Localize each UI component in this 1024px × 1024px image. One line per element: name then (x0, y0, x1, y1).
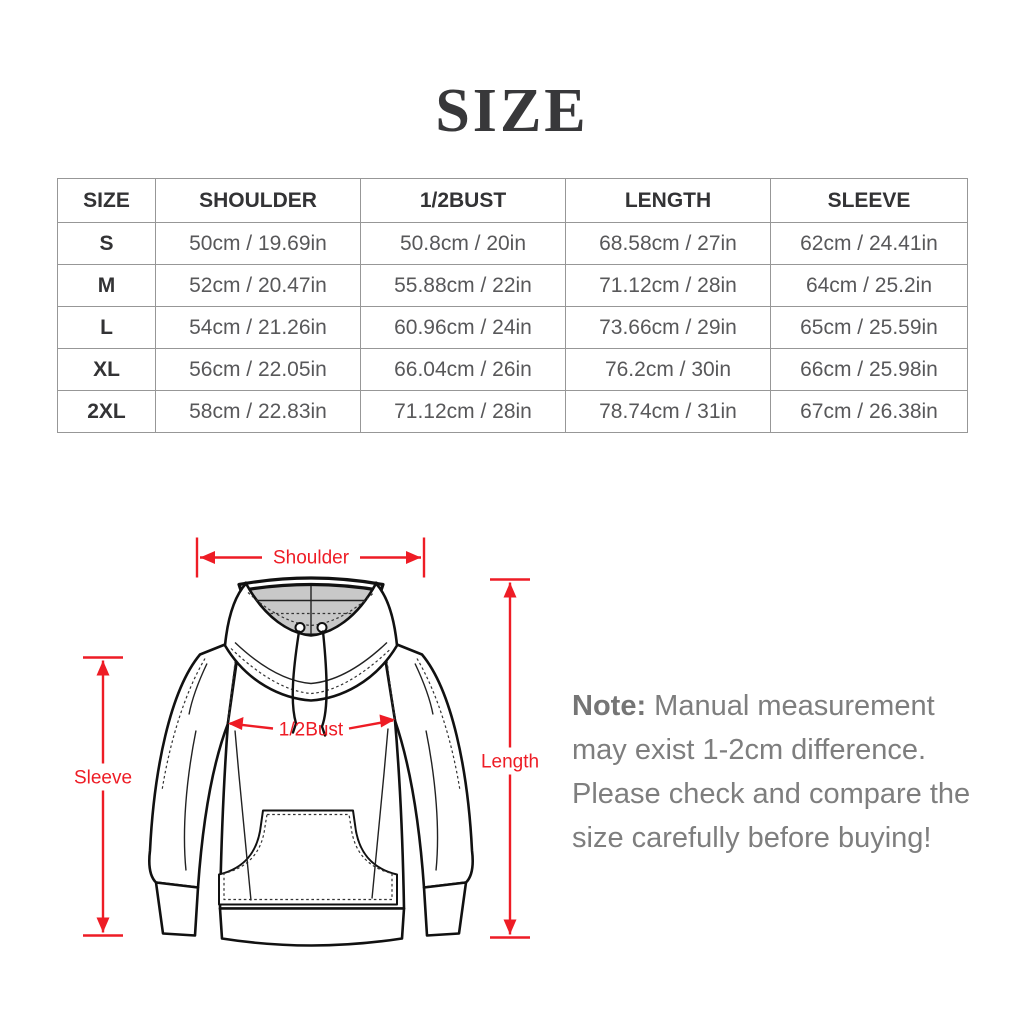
cell-bust: 66.04cm / 26in (360, 348, 566, 391)
cell-size: M (57, 264, 156, 307)
cell-shoulder: 52cm / 20.47in (155, 264, 361, 307)
right-eyelet (316, 622, 328, 633)
hem-band (218, 907, 406, 947)
note-text: Manual measurement may exist 1-2cm diffe… (572, 690, 971, 854)
shoulder-label: Shoulder (273, 548, 350, 569)
cell-length: 68.58cm / 27in (565, 222, 771, 265)
sleeve-dimension: Sleeve (69, 656, 137, 937)
cell-length: 71.12cm / 28in (565, 264, 771, 307)
cell-shoulder: 58cm / 22.83in (155, 390, 361, 433)
page-title: SIZE (435, 77, 589, 145)
table-row: S 50cm / 19.69in 50.8cm / 20in 68.58cm /… (57, 222, 968, 265)
cell-size: L (57, 306, 156, 349)
measurement-note: Note: Manual measurement may exist 1-2cm… (572, 684, 977, 860)
cell-sleeve: 64cm / 25.2in (770, 264, 968, 307)
bust-dimension: 1/2Bust (228, 714, 395, 741)
table-row: 2XL 58cm / 22.83in 71.12cm / 28in 78.74c… (57, 390, 968, 433)
left-eyelet (294, 622, 306, 633)
cell-bust: 71.12cm / 28in (360, 390, 566, 433)
cell-sleeve: 62cm / 24.41in (770, 222, 968, 265)
length-dimension: Length (474, 578, 546, 939)
right-cuff (422, 881, 468, 937)
pocket-stitching (223, 813, 393, 901)
right-drawstring (320, 630, 328, 737)
collar-stitch (230, 648, 392, 695)
table-header-row: SIZE SHOULDER 1/2BUST LENGTH SLEEVE (57, 178, 968, 223)
table-row: L 54cm / 21.26in 60.96cm / 24in 73.66cm … (57, 306, 968, 349)
cell-sleeve: 67cm / 26.38in (770, 390, 968, 433)
cell-shoulder: 56cm / 22.05in (155, 348, 361, 391)
cell-shoulder: 54cm / 21.26in (155, 306, 361, 349)
fabric-crease (183, 730, 197, 871)
col-header-shoulder: SHOULDER (155, 178, 361, 223)
cell-length: 78.74cm / 31in (565, 390, 771, 433)
col-header-bust: 1/2BUST (360, 178, 566, 223)
note-label: Note: (572, 690, 647, 722)
cell-sleeve: 65cm / 25.59in (770, 306, 968, 349)
shoulder-dimension: Shoulder (195, 537, 426, 578)
cell-sleeve: 66cm / 25.98in (770, 348, 968, 391)
hoodie-drawing (147, 576, 475, 947)
cell-size: S (57, 222, 156, 265)
cell-bust: 50.8cm / 20in (360, 222, 566, 265)
collar-stitch (247, 592, 375, 627)
sleeve-label: Sleeve (74, 768, 132, 789)
kangaroo-pocket (218, 809, 398, 906)
cell-length: 76.2cm / 30in (565, 348, 771, 391)
left-cuff (154, 881, 200, 937)
fabric-crease (425, 730, 439, 871)
hood-top-edge (237, 576, 385, 593)
table-row: XL 56cm / 22.05in 66.04cm / 26in 76.2cm … (57, 348, 968, 391)
length-label: Length (481, 752, 539, 773)
hoodie-measurement-diagram: Shoulder Sleeve Length (69, 537, 546, 947)
fabric-crease (234, 730, 252, 901)
col-header-size: SIZE (57, 178, 156, 223)
cell-shoulder: 50cm / 19.69in (155, 222, 361, 265)
cell-size: XL (57, 348, 156, 391)
collar-fold-line (234, 641, 388, 685)
fabric-crease (188, 663, 208, 715)
bust-label: 1/2Bust (279, 720, 344, 741)
size-table: SIZE SHOULDER 1/2BUST LENGTH SLEEVE S 50… (57, 178, 968, 433)
hood-collar (223, 582, 399, 702)
cell-length: 73.66cm / 29in (565, 306, 771, 349)
col-header-length: LENGTH (565, 178, 771, 223)
cell-bust: 55.88cm / 22in (360, 264, 566, 307)
fabric-crease (414, 663, 434, 715)
cell-size: 2XL (57, 390, 156, 433)
dimension-arrows: Shoulder Sleeve Length (69, 537, 546, 939)
col-header-sleeve: SLEEVE (770, 178, 968, 223)
left-drawstring (291, 630, 301, 734)
fabric-crease (371, 728, 389, 899)
cell-bust: 60.96cm / 24in (360, 306, 566, 349)
table-row: M 52cm / 20.47in 55.88cm / 22in 71.12cm … (57, 264, 968, 307)
